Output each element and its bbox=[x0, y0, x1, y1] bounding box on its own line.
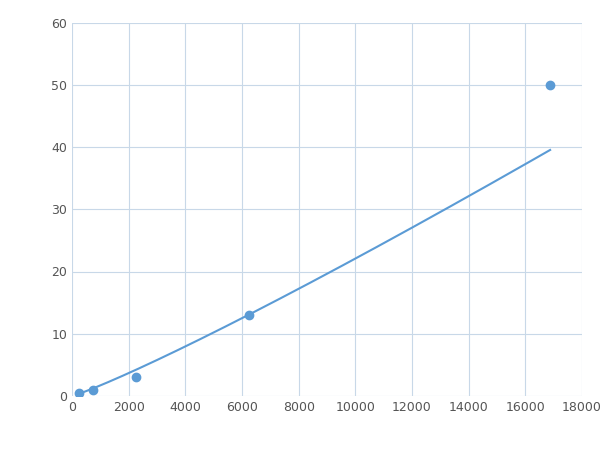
Point bbox=[545, 81, 555, 88]
Point bbox=[88, 386, 98, 393]
Point bbox=[131, 374, 140, 381]
Point bbox=[244, 311, 254, 319]
Point bbox=[74, 389, 84, 396]
